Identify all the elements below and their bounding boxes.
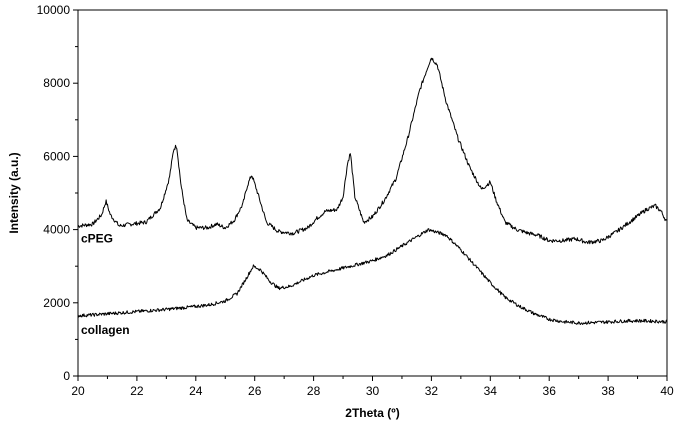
x-tick-label: 34 bbox=[484, 384, 498, 398]
y-tick-label: 8000 bbox=[43, 76, 70, 90]
plot-area: 20 22 24 26 28 30 32 34 36 38 40 0 2000 4000 6000 8000 1… bbox=[37, 3, 674, 398]
x-axis-title: 2Theta (º) bbox=[345, 406, 399, 420]
x-tick-label: 38 bbox=[601, 384, 615, 398]
plot-frame bbox=[77, 9, 668, 377]
x-tick-label: 24 bbox=[189, 384, 203, 398]
x-tick-label: 40 bbox=[660, 384, 674, 398]
x-tick-label: 36 bbox=[543, 384, 557, 398]
x-tick-label: 22 bbox=[130, 384, 144, 398]
series-label-cPEG: cPEG bbox=[81, 231, 113, 245]
y-axis-title: Intensity (a.u.) bbox=[7, 152, 21, 233]
x-tick-label: 32 bbox=[425, 384, 439, 398]
y-tick-label: 0 bbox=[63, 369, 70, 383]
y-tick-label: 10000 bbox=[37, 3, 71, 17]
x-tick-label: 28 bbox=[307, 384, 321, 398]
x-tick-label: 20 bbox=[71, 384, 85, 398]
y-tick-label: 6000 bbox=[43, 149, 70, 163]
y-tick-label: 4000 bbox=[43, 223, 70, 237]
series-line-collagen bbox=[77, 228, 668, 325]
y-tick-label: 2000 bbox=[43, 296, 70, 310]
series-label-collagen: collagen bbox=[81, 323, 130, 337]
x-tick-label: 30 bbox=[366, 384, 380, 398]
series-line-cPEG bbox=[77, 57, 668, 245]
x-tick-label: 26 bbox=[248, 384, 262, 398]
